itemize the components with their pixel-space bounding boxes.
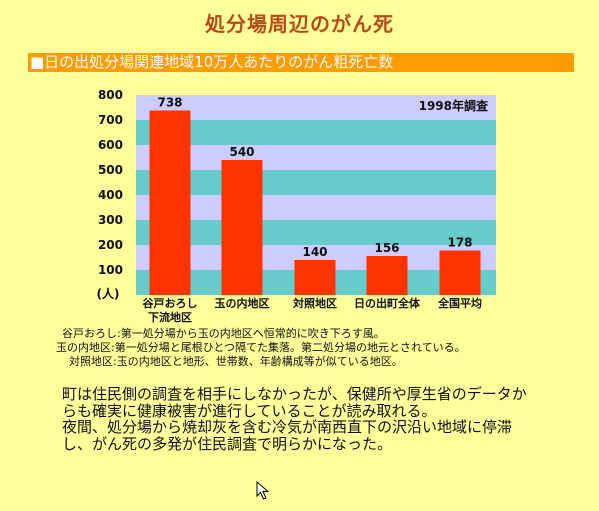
bar-value-label: 156 (374, 241, 399, 255)
description-text: 町は住民側の調査を相手にしなかったが、保健所や厚生省のデータからも確実に健康被害… (62, 386, 532, 452)
bar-value-label: 738 (157, 96, 182, 110)
category-label: 日の出町全体 (354, 296, 421, 310)
y-axis-ticks: 100 200 300 400 500 600 700 800 (98, 88, 123, 277)
category-label: 谷戸おろし下流地区 (143, 296, 198, 324)
category-label: 玉の内地区 (215, 296, 270, 310)
bar-value-label: 140 (302, 245, 327, 259)
chart-band (136, 195, 496, 220)
note-term: 玉の内地区: (56, 341, 115, 354)
bar-value-label: 540 (229, 145, 254, 159)
note-term: 対照地区: (69, 355, 117, 368)
y-tick-label: 300 (98, 213, 123, 227)
chart-band (136, 170, 496, 195)
chart-bars (149, 110, 481, 295)
note-text: 玉の内地区と地形、世帯数、年齢構成等が似ている地区。 (116, 355, 403, 368)
bar (149, 110, 191, 295)
y-axis-label: (人) (97, 286, 120, 301)
mouse-cursor-icon (256, 481, 270, 500)
value-labels: 738 540 140 156 178 (157, 96, 472, 260)
note-text: 第一処分場から玉の内地区へ恒常的に吹き下ろす風。 (120, 327, 385, 340)
y-tick-label: 600 (98, 138, 123, 152)
bar-value-label: 178 (447, 236, 472, 250)
page-title: 処分場周辺のがん死 (205, 12, 394, 36)
note-item: 谷戸おろし:第一処分場から玉の内地区へ恒常的に吹き下ろす風。 (62, 327, 385, 341)
chart-band (136, 120, 496, 145)
bar (439, 250, 481, 295)
category-label: 対照地区 (292, 296, 337, 310)
chart-band (136, 145, 496, 170)
y-tick-label: 100 (98, 263, 123, 277)
note-term: 谷戸おろし: (62, 327, 121, 340)
y-tick-label: 800 (98, 88, 123, 102)
paragraph: 夜間、処分場から焼却灰を含む冷気が南西直下の沢沿い地域に停滞し、がん死の多発が住… (62, 418, 513, 453)
y-tick-label: 400 (98, 188, 123, 202)
chart-banner: ■日の出処分場関連地域10万人あたりのがん粗死亡数 (28, 53, 574, 72)
y-tick-label: 200 (98, 238, 123, 252)
chart-band (136, 95, 496, 120)
bar (366, 256, 408, 295)
category-label: 全国平均 (437, 296, 482, 310)
y-tick-label: 500 (98, 163, 123, 177)
chart-band (136, 220, 496, 245)
paragraph: 町は住民側の調査を相手にしなかったが、保健所や厚生省のデータからも確実に健康被害… (62, 385, 527, 420)
bar (221, 160, 263, 295)
note-item: 対照地区:玉の内地区と地形、世帯数、年齢構成等が似ている地区。 (69, 355, 403, 369)
bar (294, 260, 336, 295)
note-item: 玉の内地区:第一処分場と尾根ひとつ隔てた集落。第二処分場の地元とされている。 (56, 341, 466, 355)
chart-annotation: 1998年調査 (419, 98, 489, 113)
category-labels: 谷戸おろし下流地区 玉の内地区 対照地区 日の出町全体 全国平均 (143, 296, 483, 324)
y-tick-label: 700 (98, 113, 123, 127)
note-text: 第一処分場と尾根ひとつ隔てた集落。第二処分場の地元とされている。 (114, 341, 466, 354)
bar-chart: 100 200 300 400 500 600 700 800 738 540 140 156 178… (97, 88, 496, 324)
